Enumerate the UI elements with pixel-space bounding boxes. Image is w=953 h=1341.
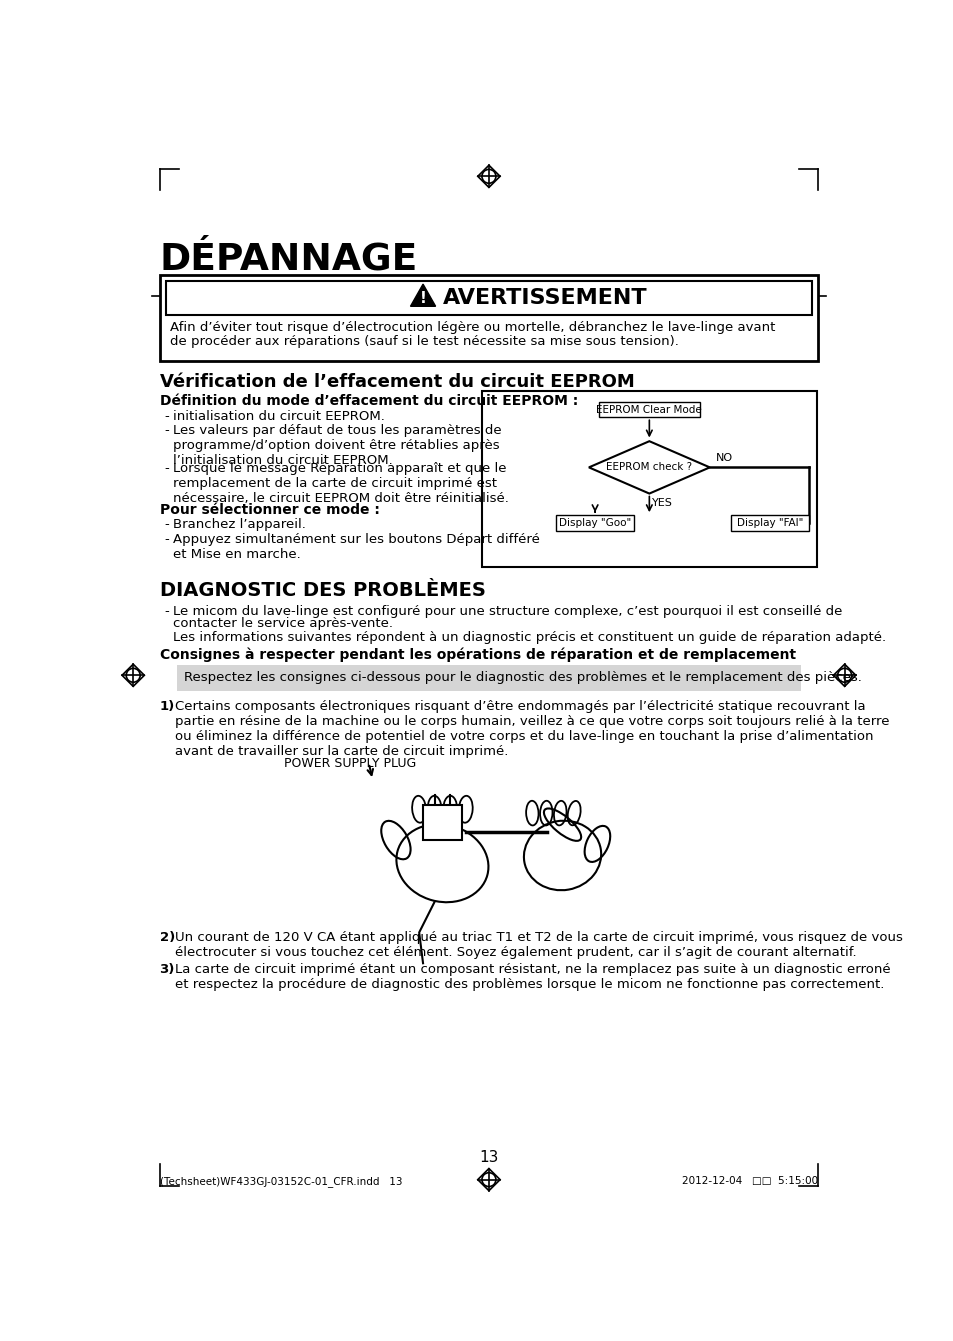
Text: -: - (164, 532, 169, 546)
Bar (166, 282, 811, 315)
Text: EEPROM Clear Mode: EEPROM Clear Mode (596, 405, 701, 414)
Text: Les valeurs par défaut de tous les paramètres de
programme/d’option doivent être: Les valeurs par défaut de tous les param… (173, 424, 501, 467)
Text: !: ! (419, 291, 426, 306)
Text: 3): 3) (159, 963, 174, 976)
Bar (176, 665, 801, 691)
Text: -: - (164, 409, 169, 422)
Text: Branchez l’appareil.: Branchez l’appareil. (173, 518, 306, 531)
Text: de procéder aux réparations (sauf si le test nécessite sa mise sous tension).: de procéder aux réparations (sauf si le … (171, 335, 679, 347)
Bar (422, 806, 461, 839)
Text: contacter le service après-vente.: contacter le service après-vente. (173, 617, 393, 630)
Text: NO: NO (716, 453, 732, 463)
Text: Display "Goo": Display "Goo" (558, 518, 631, 528)
Text: Certains composants électroniques risquant d’être endommagés par l’électricité s: Certains composants électroniques risqua… (174, 700, 888, 758)
Text: 2): 2) (159, 931, 174, 944)
Text: Un courant de 120 V CA étant appliqué au triac T1 et T2 de la carte de circuit i: Un courant de 120 V CA étant appliqué au… (174, 931, 902, 959)
Text: YES: YES (652, 498, 673, 508)
Text: (Techsheet)WF433GJ-03152C-01_CFR.indd   13: (Techsheet)WF433GJ-03152C-01_CFR.indd 13 (159, 1176, 401, 1187)
Text: Appuyez simultanément sur les boutons Départ différé
et Mise en marche.: Appuyez simultanément sur les boutons Dé… (173, 532, 539, 561)
Text: Afin d’éviter tout risque d’électrocution légère ou mortelle, débranchez le lave: Afin d’éviter tout risque d’électrocutio… (171, 320, 775, 334)
Text: 2012-12-04   □□  5:15:00: 2012-12-04 □□ 5:15:00 (681, 1176, 818, 1185)
Bar (556, 515, 633, 531)
Text: Lorsque le message Réparation apparaît et que le
remplacement de la carte de cir: Lorsque le message Réparation apparaît e… (173, 463, 509, 506)
Text: -: - (164, 463, 169, 475)
Text: DÉPANNAGE: DÉPANNAGE (159, 241, 417, 278)
Bar (731, 515, 808, 531)
Text: 13: 13 (478, 1151, 498, 1165)
Text: Le micom du lave-linge est configuré pour une structure complexe, c’est pourquoi: Le micom du lave-linge est configuré pou… (173, 605, 842, 618)
Bar (481, 392, 816, 567)
Text: POWER SUPPLY PLUG: POWER SUPPLY PLUG (283, 756, 416, 770)
Text: -: - (164, 424, 169, 437)
Bar (598, 402, 699, 417)
Text: Pour sélectionner ce mode :: Pour sélectionner ce mode : (159, 503, 379, 516)
Text: Vérification de l’effacement du circuit EEPROM: Vérification de l’effacement du circuit … (159, 373, 634, 390)
Bar (159, 275, 818, 361)
Text: AVERTISSEMENT: AVERTISSEMENT (442, 288, 646, 308)
Text: Consignes à respecter pendant les opérations de réparation et de remplacement: Consignes à respecter pendant les opérat… (159, 648, 795, 662)
Text: Les informations suivantes répondent à un diagnostic précis et constituent un gu: Les informations suivantes répondent à u… (173, 632, 885, 645)
Text: DIAGNOSTIC DES PROBLÈMES: DIAGNOSTIC DES PROBLÈMES (159, 581, 485, 599)
Text: Définition du mode d’effacement du circuit EEPROM :: Définition du mode d’effacement du circu… (159, 394, 578, 408)
Text: -: - (164, 605, 169, 618)
Text: initialisation du circuit EEPROM.: initialisation du circuit EEPROM. (173, 409, 385, 422)
Text: -: - (164, 518, 169, 531)
Text: EEPROM check ?: EEPROM check ? (606, 463, 692, 472)
Polygon shape (410, 284, 436, 306)
Text: Respectez les consignes ci-dessous pour le diagnostic des problèmes et le rempla: Respectez les consignes ci-dessous pour … (184, 670, 862, 684)
Text: 1): 1) (159, 700, 174, 713)
Text: La carte de circuit imprimé étant un composant résistant, ne la remplacez pas su: La carte de circuit imprimé étant un com… (174, 963, 890, 991)
Text: Display "FAI": Display "FAI" (737, 518, 802, 528)
